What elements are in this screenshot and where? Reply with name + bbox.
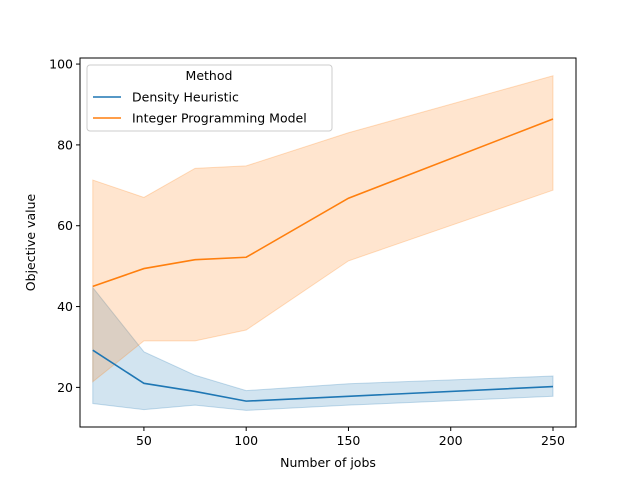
- y-axis-label: Objective value: [23, 193, 38, 291]
- series-line-1: [92, 118, 554, 288]
- series-lines: [92, 118, 554, 402]
- confidence-band-0: [92, 286, 554, 411]
- y-tick-label: 40: [57, 299, 73, 314]
- x-tick-label: 100: [234, 433, 258, 448]
- legend-label-1: Integer Programming Model: [132, 111, 307, 126]
- x-tick-label: 150: [337, 433, 361, 448]
- x-axis-ticks: 50 100 150 200 250: [136, 427, 565, 448]
- y-tick-label: 60: [57, 218, 73, 233]
- plot-frame: [79, 57, 577, 428]
- y-tick-label: 100: [49, 57, 73, 72]
- x-tick-label: 200: [439, 433, 463, 448]
- x-tick-label: 250: [541, 433, 565, 448]
- y-axis-ticks: 20 40 60 80 100: [49, 57, 80, 395]
- confidence-bands: [92, 75, 554, 411]
- legend-items: Density Heuristic Integer Programming Mod…: [93, 90, 307, 126]
- legend-title: Method: [186, 68, 233, 83]
- y-tick-label: 20: [57, 380, 73, 395]
- legend-label-0: Density Heuristic: [132, 90, 239, 105]
- x-axis-label: Number of jobs: [280, 455, 376, 470]
- y-tick-label: 80: [57, 137, 73, 152]
- confidence-band-1: [92, 75, 554, 383]
- x-tick-label: 50: [136, 433, 152, 448]
- legend-box: [86, 64, 333, 132]
- legend: Method Density Heuristic Integer Programm…: [86, 64, 333, 132]
- series-line-0: [92, 349, 554, 402]
